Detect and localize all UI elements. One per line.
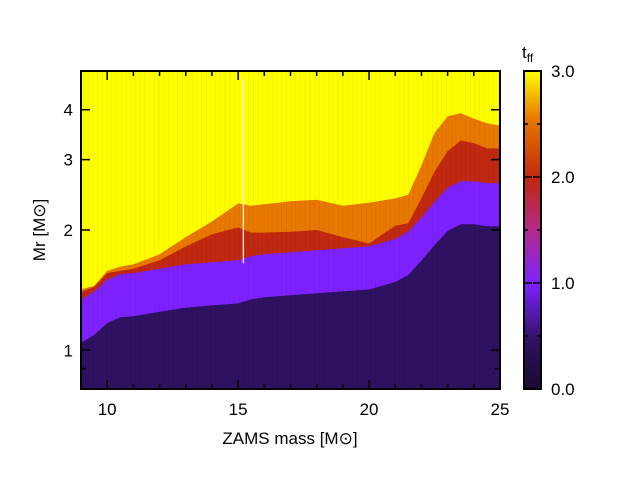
y-tick-label: 1 xyxy=(64,341,73,360)
colorbar-tick-label: 0.0 xyxy=(551,380,575,399)
x-tick-label: 15 xyxy=(229,400,248,419)
colorbar-title-sub: ff xyxy=(527,51,534,65)
region-tff-near-0 xyxy=(81,224,500,389)
x-tick-label: 25 xyxy=(491,400,510,419)
x-tick-label: 10 xyxy=(98,400,117,419)
y-axis-ticks: 1 2 3 4 xyxy=(64,101,500,370)
x-axis-ticks: 10 15 20 25 xyxy=(80,71,510,419)
colorbar-tick-label: 2.0 xyxy=(551,168,575,187)
vertical-streaks xyxy=(83,71,499,389)
colorbar-tick-label: 1.0 xyxy=(551,274,575,293)
colorbar-title-main: t xyxy=(522,43,527,62)
colorbar-tick-label: 3.0 xyxy=(551,62,575,81)
heatmap-image xyxy=(81,71,500,389)
y-tick-label: 3 xyxy=(64,151,73,170)
x-axis-label: ZAMS mass [M⊙] xyxy=(222,429,357,448)
colorbar-title: tff xyxy=(522,43,534,65)
x-tick-label: 20 xyxy=(360,400,379,419)
y-tick-label: 2 xyxy=(64,221,73,240)
y-tick-label: 4 xyxy=(64,101,73,120)
y-axis-label: Mr [M⊙] xyxy=(30,199,49,261)
colorbar-ticks: 0.0 1.0 2.0 3.0 xyxy=(524,62,575,399)
